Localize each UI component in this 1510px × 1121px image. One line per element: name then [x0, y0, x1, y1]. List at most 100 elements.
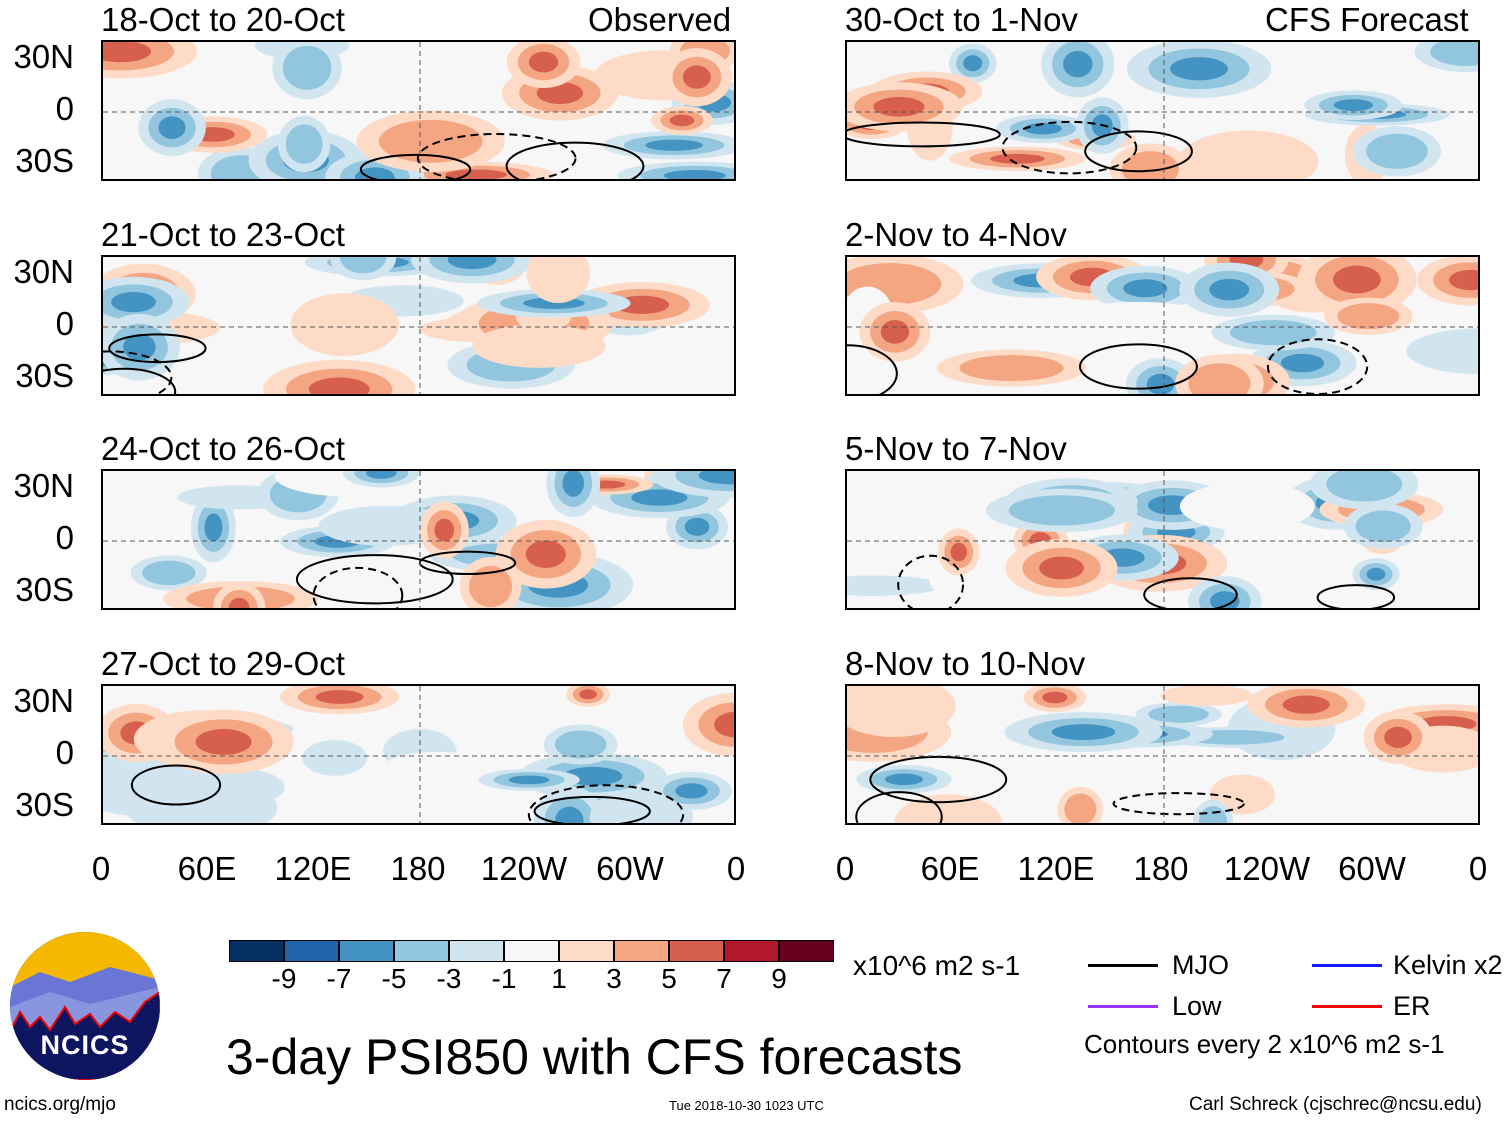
mjo-contour	[130, 764, 222, 806]
anomaly-blob	[508, 775, 550, 785]
figure-title: 3-day PSI850 with CFS forecasts	[226, 1029, 963, 1085]
contour-note: Contours every 2 x10^6 m2 s-1	[1084, 1029, 1445, 1059]
anomaly-blob	[1333, 265, 1381, 294]
mjo-contour	[416, 133, 577, 179]
anomaly-blob	[1071, 800, 1090, 819]
anomaly-blob	[1039, 556, 1084, 580]
colorbar-swatch	[779, 940, 834, 962]
colorbar-label: -1	[491, 963, 517, 994]
anomaly-blob	[195, 729, 252, 755]
mjo-contour	[847, 121, 1001, 148]
anomaly-blob	[1201, 371, 1238, 394]
colorbar-label: 5	[661, 963, 677, 994]
legend-low: Low	[1172, 991, 1222, 1021]
url-link[interactable]: ncics.org/mjo	[4, 1094, 116, 1115]
lat-label: 0	[55, 734, 74, 771]
anomaly-blob	[1379, 141, 1415, 162]
anomaly-blob	[1333, 99, 1374, 112]
anomaly-blob	[417, 759, 461, 769]
anomaly-blob	[112, 767, 172, 796]
anomaly-blob	[847, 581, 902, 590]
mjo-contour	[359, 153, 472, 179]
anomaly-blob	[675, 783, 708, 799]
legend-kelvin: Kelvin x2	[1393, 950, 1503, 980]
anomaly-blob	[528, 51, 559, 73]
lon-label: 0	[835, 850, 855, 887]
anomaly-blob	[321, 750, 348, 766]
units-label: x10^6 m2 s-1	[853, 950, 1021, 981]
lat-label: 30N	[13, 682, 74, 719]
timestamp: Tue 2018-10-30 1023 UTC	[669, 1098, 824, 1113]
mjo-contour	[1112, 792, 1245, 816]
anomaly-blob	[434, 518, 455, 542]
anomaly-blob	[359, 517, 413, 534]
mjo-contour	[533, 795, 651, 823]
panel-title: 27-Oct to 29-Oct	[101, 645, 345, 682]
mjo-contour	[897, 554, 965, 608]
kelvin-line	[1312, 964, 1382, 967]
map-panel	[845, 684, 1480, 825]
anomaly-blob	[322, 312, 367, 338]
colorbar-swatch	[394, 940, 449, 962]
anomaly-blob	[880, 319, 910, 344]
right-header: CFS Forecast	[1265, 1, 1469, 38]
ncics-logo: NCICS	[10, 932, 160, 1080]
anomaly-blob	[1051, 724, 1116, 741]
colorbar-label: 7	[716, 963, 732, 994]
map-panel	[101, 40, 736, 181]
anomaly-blob	[565, 736, 596, 753]
anomaly-blob	[525, 540, 566, 568]
lon-label: 0	[726, 850, 746, 887]
mjo-contour	[1266, 338, 1369, 394]
anomaly-blob	[663, 169, 726, 179]
lon-label: 60E	[920, 850, 980, 887]
anomaly-blob	[1248, 325, 1299, 340]
colorbar-label: -3	[436, 963, 462, 994]
anomaly-blob	[1280, 353, 1325, 373]
anomaly-blob	[1134, 158, 1167, 179]
anomaly-blob	[478, 574, 503, 599]
anomaly-blob	[401, 129, 461, 154]
anomaly-blob	[436, 42, 462, 58]
anomaly-blob	[349, 257, 377, 267]
anomaly-blob	[620, 805, 662, 823]
left-header: Observed	[588, 1, 732, 38]
anomaly-blob	[631, 489, 688, 506]
anomaly-blob	[158, 116, 186, 139]
colorbar-swatch	[449, 940, 504, 962]
anomaly-blob	[963, 55, 983, 72]
anomaly-blob	[1123, 279, 1168, 298]
panel-title: 18-Oct to 20-Oct	[101, 1, 345, 38]
anomaly-blob	[378, 294, 428, 307]
lon-label: 120W	[1223, 850, 1311, 887]
lon-label: 0	[1468, 850, 1488, 887]
mjo-line	[1088, 964, 1158, 967]
anomaly-blob	[1220, 496, 1275, 517]
anomaly-blob	[103, 42, 152, 63]
anomaly-blob	[1209, 278, 1250, 301]
lat-label: 30S	[15, 571, 74, 608]
anomaly-blob	[223, 163, 259, 179]
anomaly-blob	[950, 542, 968, 562]
anomaly-blob	[1342, 474, 1386, 495]
mjo-contour	[103, 367, 177, 394]
anomaly-blob	[1372, 50, 1431, 76]
colorbar-swatch	[724, 940, 779, 962]
mjo-contour	[1078, 343, 1198, 390]
panel-title: 21-Oct to 23-Oct	[101, 216, 345, 253]
lat-label: 30N	[13, 38, 74, 75]
anomaly-blob	[293, 55, 322, 81]
anomaly-blob	[926, 810, 970, 823]
anomaly-blob	[869, 694, 919, 719]
anomaly-blob	[1220, 149, 1277, 174]
lon-label: 60W	[1338, 850, 1406, 887]
legend-mjo: MJO	[1172, 950, 1229, 980]
colorbar-swatch	[339, 940, 394, 962]
anomaly-blob	[1031, 501, 1093, 520]
colorbar-label: 1	[551, 963, 567, 994]
anomaly-blob	[413, 77, 458, 86]
anomaly-blob	[512, 337, 566, 355]
mjo-contour	[869, 755, 1008, 804]
anomaly-blob	[1449, 269, 1478, 291]
lon-label: 60W	[596, 850, 664, 887]
